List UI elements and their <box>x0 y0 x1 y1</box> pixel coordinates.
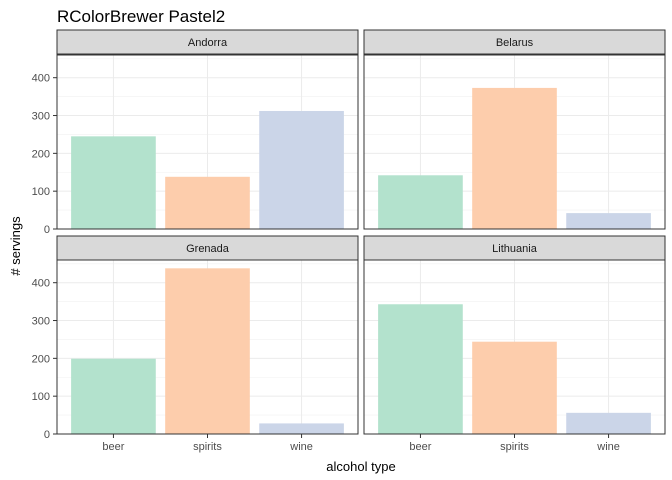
bar-belarus-spirits <box>472 87 557 230</box>
facet-strip <box>56 29 359 55</box>
bar-lithuania-wine <box>566 412 651 434</box>
bar-belarus-beer <box>378 175 463 229</box>
bar-lithuania-beer <box>378 304 463 434</box>
x-tick-label: beer <box>102 441 124 453</box>
x-tick-label: wine <box>289 441 313 453</box>
bar-belarus-wine <box>566 213 651 229</box>
y-tick-label: 100 <box>32 186 50 198</box>
x-tick-label: wine <box>596 441 620 453</box>
panel-lithuania: Lithuania beer spirits wine <box>363 235 666 453</box>
y-tick-label: 0 <box>44 224 50 236</box>
bar-andorra-spirits <box>165 176 250 229</box>
panel-border <box>56 54 359 230</box>
facet-label: Lithuania <box>492 243 538 255</box>
y-tick-label: 400 <box>32 278 50 290</box>
panel-grenada: Grenada 0 100 200 300 400 beer spirits wine <box>32 235 359 453</box>
y-tick-label: 300 <box>32 316 50 328</box>
bar-grenada-beer <box>71 358 156 434</box>
facet-label: Grenada <box>186 243 230 255</box>
panel-border <box>363 54 666 230</box>
y-tick-label: 100 <box>32 391 50 403</box>
y-tick-label: 200 <box>32 353 50 365</box>
x-tick-label: beer <box>409 441 431 453</box>
bar-andorra-beer <box>71 136 156 229</box>
panel-andorra: Andorra 0 100 200 300 400 <box>32 29 359 236</box>
y-tick-label: 0 <box>44 429 50 441</box>
y-tick-label: 300 <box>32 111 50 123</box>
x-tick-label: spirits <box>500 441 529 453</box>
bar-grenada-wine <box>259 423 344 434</box>
bar-lithuania-spirits <box>472 341 557 434</box>
bar-grenada-spirits <box>165 268 250 434</box>
panel-belarus: Belarus <box>363 29 666 230</box>
facet-label: Andorra <box>188 37 228 49</box>
x-axis-title: alcohol type <box>326 459 395 474</box>
facet-label: Belarus <box>496 37 534 49</box>
y-tick-label: 400 <box>32 73 50 85</box>
facet-strip <box>56 235 359 261</box>
panels: Andorra 0 100 200 300 400 Belarus Grenada 0 100 20… <box>32 29 666 453</box>
y-tick-label: 200 <box>32 148 50 160</box>
facet-strip <box>363 235 666 261</box>
x-tick-label: spirits <box>193 441 222 453</box>
bar-andorra-wine <box>259 110 344 229</box>
chart-title: RColorBrewer Pastel2 <box>57 7 225 26</box>
facet-strip <box>363 29 666 55</box>
y-axis-title: # servings <box>8 216 23 276</box>
